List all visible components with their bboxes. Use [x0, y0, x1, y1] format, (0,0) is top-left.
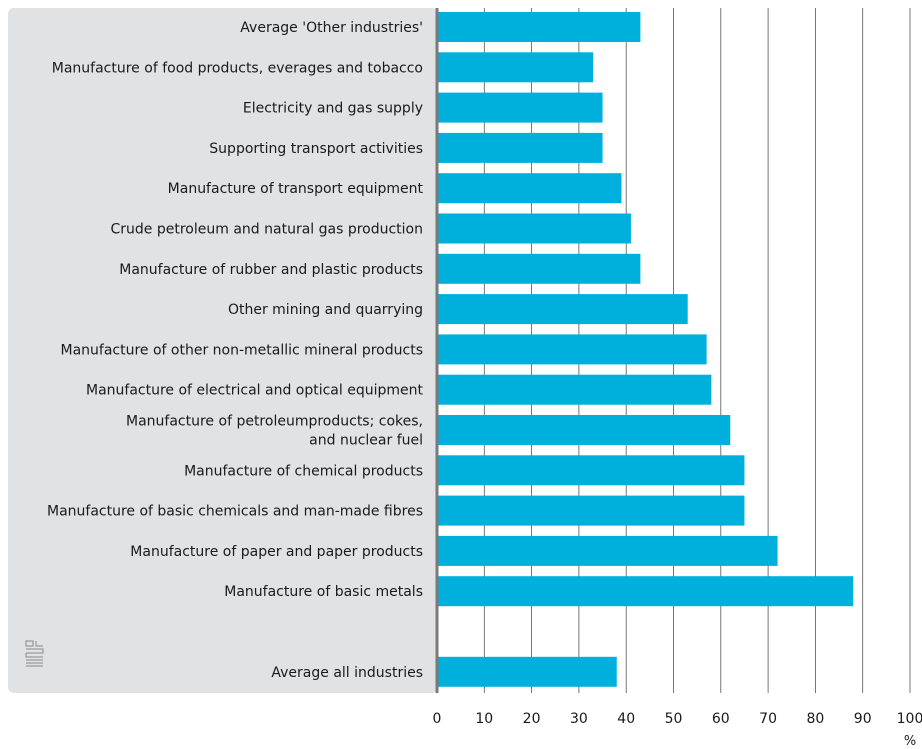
category-label: Manufacture of paper and paper products: [130, 544, 423, 560]
x-tick-label: 50: [665, 711, 683, 727]
bar: [437, 213, 631, 244]
category-label: Electricity and gas supply: [243, 101, 423, 117]
x-tick-label: 90: [854, 711, 872, 727]
x-axis-unit-label: %: [904, 734, 916, 749]
category-label: Manufacture of petroleumproducts; cokes,: [126, 414, 423, 430]
category-label: Manufacture of other non-metallic minera…: [60, 342, 423, 358]
category-label: Manufacture of electrical and optical eq…: [86, 383, 424, 399]
x-tick-label: 60: [712, 711, 730, 727]
category-labels: Average 'Other industries' Manufacture of…: [47, 20, 424, 681]
category-label-panel: [8, 8, 438, 693]
category-label: Manufacture of food products, everages a…: [52, 60, 423, 76]
bar: [437, 132, 603, 163]
category-label: Supporting transport activities: [209, 141, 423, 157]
x-tick-label: 40: [617, 711, 635, 727]
category-label: Manufacture of basic chemicals and man-m…: [47, 504, 423, 520]
category-label: Manufacture of basic metals: [224, 584, 423, 600]
bar: [437, 92, 603, 123]
category-label: Average 'Other industries': [240, 20, 423, 36]
bar: [437, 334, 707, 365]
x-tick-label: 0: [433, 711, 442, 727]
bar: [437, 455, 745, 486]
bar: [437, 253, 641, 284]
bar: [437, 294, 688, 325]
category-label: Manufacture of rubber and plastic produc…: [119, 262, 423, 278]
bar: [437, 374, 712, 405]
category-label: Manufacture of chemical products: [184, 463, 423, 479]
bar: [437, 12, 641, 42]
bar: [437, 576, 854, 607]
category-label: Crude petroleum and natural gas producti…: [111, 222, 423, 238]
x-tick-label: 20: [523, 711, 541, 727]
category-label: Manufacture of transport equipment: [168, 181, 424, 197]
bar: [437, 656, 617, 687]
bar: [437, 415, 731, 445]
x-tick-label: 30: [570, 711, 588, 727]
x-tick-labels: 0 10 20 30 40 50 60 70 80 90 100: [433, 711, 922, 727]
bar: [437, 535, 778, 566]
x-tick-label: 70: [759, 711, 777, 727]
category-label: Other mining and quarrying: [228, 302, 423, 318]
x-tick-label: 80: [806, 711, 824, 727]
x-tick-label: 100: [897, 711, 922, 727]
category-label: and nuclear fuel: [309, 433, 423, 449]
bar: [437, 495, 745, 526]
bar: [437, 173, 622, 204]
cbs-logo: [25, 640, 44, 667]
bars: [437, 12, 854, 687]
x-tick-label: 10: [475, 711, 493, 727]
bar: [437, 52, 594, 83]
category-label: Average all industries: [271, 665, 423, 681]
